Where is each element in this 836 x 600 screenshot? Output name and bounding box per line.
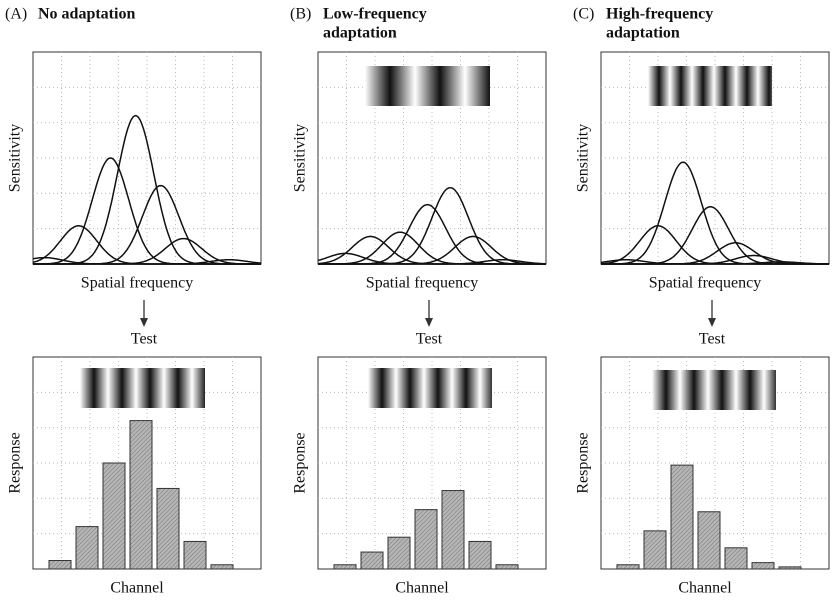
y-axis-label: Sensitivity — [7, 124, 24, 192]
y-axis-label: Response — [7, 432, 24, 493]
x-axis-label: Channel — [395, 580, 449, 597]
arrow-head — [425, 318, 433, 327]
test-grating — [368, 368, 492, 408]
panel-title: adaptation — [606, 25, 680, 42]
panel-letter: (A) — [5, 6, 27, 23]
x-axis-label: Channel — [110, 580, 164, 597]
bar — [156, 487, 180, 570]
bar — [670, 464, 694, 570]
arrow-label: Test — [416, 331, 443, 348]
arrow-head — [708, 318, 716, 327]
high-frequency-grating — [648, 66, 772, 106]
panels: (A) No adaptation Test (B) Low-frequency adap… — [5, 6, 830, 597]
x-axis-label: Spatial frequency — [81, 275, 193, 292]
bar — [724, 547, 748, 570]
x-axis-label: Spatial frequency — [649, 275, 761, 292]
y-axis-label: Sensitivity — [292, 124, 309, 192]
bar — [333, 564, 357, 570]
bar — [48, 560, 72, 570]
bar — [75, 526, 99, 570]
x-axis-label: Channel — [678, 580, 732, 597]
bar — [697, 511, 721, 570]
panel-letter: (B) — [290, 6, 311, 23]
arrow-label: Test — [131, 331, 158, 348]
panel-title: No adaptation — [38, 6, 135, 23]
low-frequency-grating — [365, 66, 490, 106]
bar — [616, 564, 640, 570]
test-grating — [652, 370, 776, 410]
bar — [778, 566, 802, 570]
arrow-label: Test — [699, 331, 726, 348]
bar — [183, 540, 207, 570]
bar — [495, 564, 519, 570]
bar — [643, 530, 667, 570]
bar — [468, 540, 492, 570]
bar — [102, 462, 126, 570]
panel-title: High-frequency — [606, 6, 713, 23]
tuning-curve — [33, 259, 262, 265]
panel-title: adaptation — [323, 25, 397, 42]
panel-letter: (C) — [573, 6, 594, 23]
y-axis-label: Response — [575, 432, 592, 493]
bar — [210, 564, 234, 570]
x-axis-label: Spatial frequency — [366, 275, 478, 292]
tuning-curve — [601, 261, 829, 265]
arrow-head — [140, 318, 148, 327]
tuning-curve — [318, 259, 546, 265]
panel-title: Low-frequency — [323, 6, 427, 23]
bar — [441, 490, 465, 570]
test-grating — [80, 368, 205, 408]
bar — [360, 551, 384, 570]
y-axis-label: Sensitivity — [575, 124, 592, 192]
bar — [387, 536, 411, 570]
bar — [751, 562, 775, 570]
bar — [129, 420, 153, 570]
bar — [414, 509, 438, 570]
y-axis-label: Response — [292, 432, 309, 493]
